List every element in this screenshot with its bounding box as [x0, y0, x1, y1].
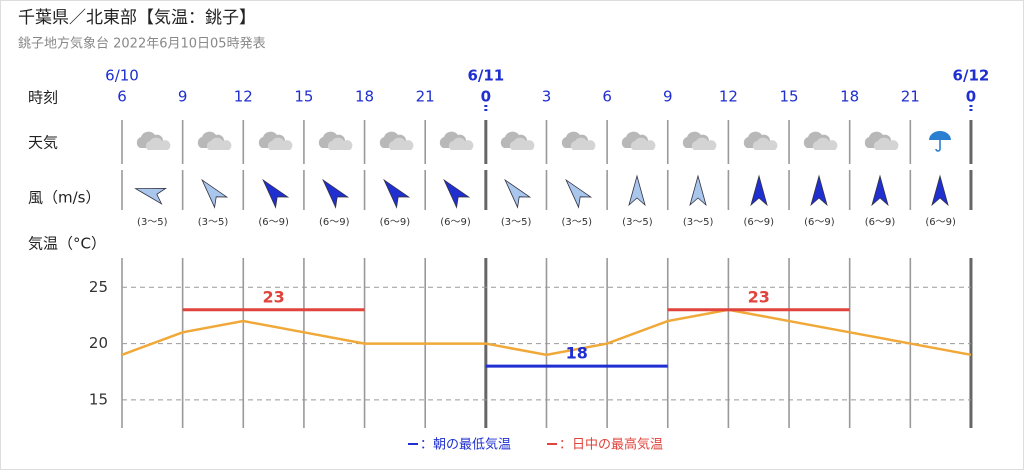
wind-label: (6～9) — [380, 217, 411, 228]
row-label: 気温（°C） — [28, 235, 106, 253]
wind-label: (3～5) — [501, 217, 532, 228]
hour-label: 9 — [178, 88, 188, 106]
date-label: 6/12 — [953, 67, 990, 85]
hour-label: 12 — [719, 88, 738, 106]
legend-label: ：朝の最低気温 — [420, 437, 511, 453]
weather-icons — [136, 131, 951, 152]
wind-label: (3～5) — [198, 217, 229, 228]
hour-label: 0 — [966, 88, 976, 106]
wind-label: (6～9) — [319, 217, 350, 228]
hour-label: 12 — [234, 88, 253, 106]
y-tick-label: 25 — [89, 278, 108, 296]
subtitle: 銚子地方気象台 2022年6月10日05時発表 — [18, 36, 266, 52]
row-label: 天気 — [28, 134, 58, 152]
hour-label: 18 — [840, 88, 859, 106]
hour-label: 15 — [779, 88, 798, 106]
hour-label: 15 — [294, 88, 313, 106]
wind-label: (6～9) — [440, 217, 471, 228]
wind-label: (6～9) — [258, 217, 289, 228]
title: 千葉県／北東部【気温：銚子】 — [18, 8, 256, 28]
wind-label: (3～5) — [622, 217, 653, 228]
hour-label: 6 — [117, 88, 127, 106]
temperature-line — [121, 308, 972, 357]
hour-label: 9 — [663, 88, 673, 106]
hour-label: 0 — [481, 88, 491, 106]
wind-label: (6～9) — [804, 217, 835, 228]
wind-label: (6～9) — [925, 217, 956, 228]
y-tick-label: 20 — [89, 334, 108, 352]
row-label: 風（m/s） — [28, 189, 100, 207]
wind-label: (3～5) — [683, 217, 714, 228]
range-label: 18 — [566, 344, 588, 363]
range-label: 23 — [748, 287, 770, 306]
hour-label: 21 — [901, 88, 920, 106]
legend-label: ：日中の最高気温 — [559, 437, 663, 453]
wind-label: (6～9) — [743, 217, 774, 228]
hour-label: 6 — [602, 88, 612, 106]
date-label: 6/11 — [467, 67, 504, 85]
date-label: 6/10 — [105, 67, 139, 85]
range-label: 23 — [262, 287, 284, 306]
hour-label: 21 — [416, 88, 435, 106]
wind-label: (3～5) — [562, 217, 593, 228]
hour-label: 18 — [355, 88, 374, 106]
hour-label: 3 — [542, 88, 552, 106]
wind-label: (6～9) — [865, 217, 896, 228]
wind-label: (3～5) — [137, 217, 168, 228]
y-tick-label: 15 — [89, 390, 108, 408]
row-label: 時刻 — [28, 89, 58, 107]
